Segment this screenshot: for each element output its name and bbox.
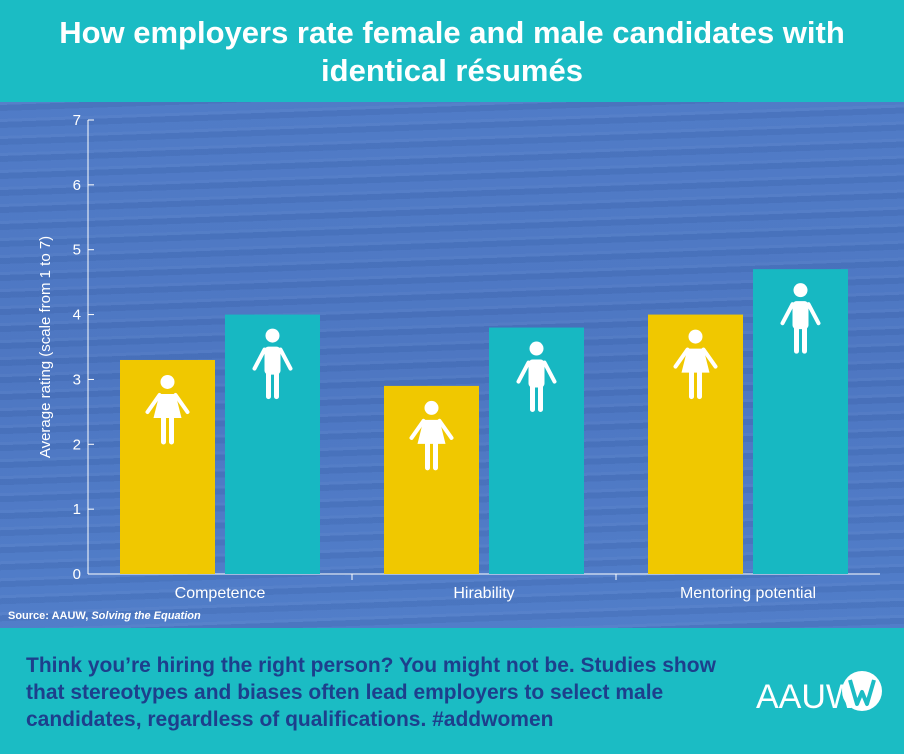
y-tick-label: 0 (73, 566, 81, 583)
y-tick-label: 7 (73, 112, 81, 129)
male-icon-torso (528, 359, 545, 388)
footer-banner: Think you’re hiring the right person? Yo… (0, 628, 904, 754)
male-icon-legs (794, 324, 807, 354)
female-icon-legs (425, 441, 438, 471)
bar-chart: 0 1 2 3 4 5 6 7 Average rating (scale from 1 to … (37, 112, 880, 602)
bar-female-hirability (384, 385, 479, 574)
y-tick-label: 2 (73, 436, 81, 453)
source-note: Source: AAUW, Solving the Equation (8, 610, 201, 622)
male-icon-head (793, 283, 808, 298)
male-icon-arms (516, 360, 557, 384)
y-tick-label: 3 (73, 371, 81, 388)
x-category-label: Hirability (453, 585, 514, 602)
y-tick-label: 1 (73, 501, 81, 518)
footer-message: Think you’re hiring the right person? Yo… (26, 654, 716, 731)
male-icon-torso (792, 301, 809, 330)
chart-title: How employers rate female and male candi… (59, 15, 845, 88)
male-icon (252, 328, 293, 400)
male-icon-arms (780, 302, 821, 326)
female-icon-legs (161, 415, 174, 445)
logo-w-mark (848, 679, 876, 706)
female-icon-arms (409, 418, 454, 440)
female-icon-dress (153, 393, 182, 418)
title-banner: How employers rate female and male candi… (0, 0, 904, 102)
bar-female-competence (120, 359, 215, 574)
female-icon (673, 329, 718, 400)
aauw-logo-text: AAUW (756, 678, 858, 716)
female-icon-dress (681, 348, 710, 373)
female-icon (145, 374, 190, 445)
female-icon-dress (417, 419, 446, 444)
y-tick-label: 5 (73, 242, 81, 259)
female-icon-arms (673, 347, 718, 369)
female-icon-legs (689, 370, 702, 400)
female-icon (409, 400, 454, 471)
male-icon (516, 341, 557, 413)
y-tick-label: 6 (73, 177, 81, 194)
x-category-label: Mentoring potential (680, 585, 816, 602)
male-icon-legs (266, 370, 279, 400)
aauw-logo: AAUW (756, 671, 882, 716)
source-prefix: Source: AAUW, (8, 610, 92, 622)
male-icon-torso (264, 346, 281, 375)
male-icon-legs (530, 383, 543, 413)
female-icon-head (160, 374, 175, 389)
y-axis-label: Average rating (scale from 1 to 7) (37, 236, 54, 458)
female-icon-arms (145, 392, 190, 414)
x-category-label: Competence (175, 585, 266, 602)
female-icon-head (688, 329, 703, 344)
male-icon (780, 283, 821, 354)
chart-area: 0 1 2 3 4 5 6 7 Average rating (scale from 1 to … (0, 102, 904, 628)
y-tick-label: 4 (73, 307, 81, 324)
female-icon-head (424, 400, 439, 415)
male-icon-head (265, 328, 280, 343)
source-title: Solving the Equation (91, 610, 201, 622)
male-icon-arms (252, 347, 293, 371)
male-icon-head (529, 341, 544, 356)
